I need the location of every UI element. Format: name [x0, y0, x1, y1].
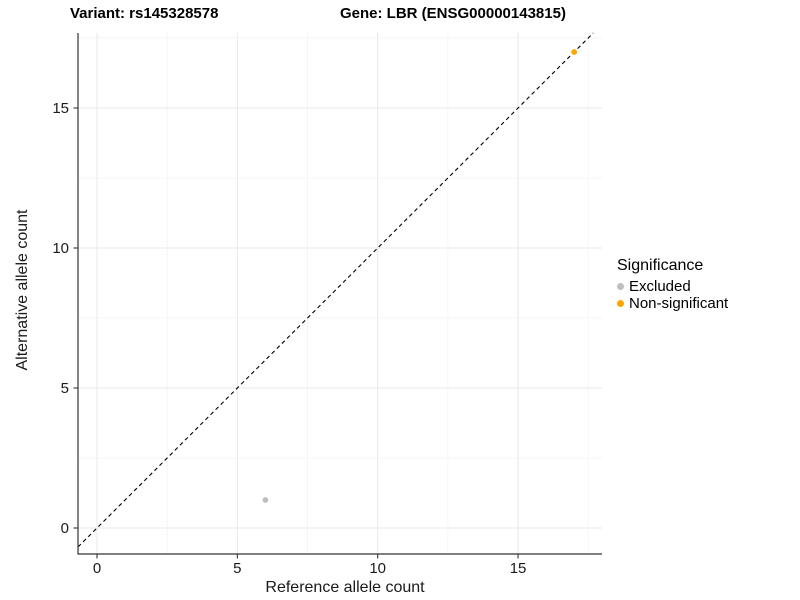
legend-items: Excluded Non-significant — [617, 278, 728, 312]
legend-dot-icon — [617, 283, 624, 290]
legend: Significance Excluded Non-significant — [617, 256, 728, 312]
x-tick-label: 10 — [369, 560, 386, 577]
y-tick-label: 10 — [52, 240, 69, 257]
y-tick-label: 15 — [52, 100, 69, 117]
y-axis-title: Alternative allele count — [14, 209, 31, 371]
data-point-excluded — [262, 497, 269, 503]
data-points — [262, 49, 578, 503]
x-tick-label: 15 — [510, 560, 527, 577]
y-tick-label: 5 — [61, 380, 69, 397]
legend-item-label: Non-significant — [629, 295, 729, 312]
x-tick-label: 5 — [233, 560, 241, 577]
gridlines — [78, 33, 602, 554]
gene-title: Gene: LBR (ENSG00000143815) — [340, 5, 566, 22]
identity-dashed-line — [77, 32, 594, 548]
legend-item-non-significant: Non-significant — [617, 295, 728, 312]
legend-item-excluded: Excluded — [617, 278, 728, 295]
data-point-non-significant — [571, 49, 578, 55]
legend-item-label: Excluded — [629, 278, 691, 295]
legend-dot-icon — [617, 300, 624, 307]
identity-line — [77, 32, 594, 548]
x-axis-title: Reference allele count — [265, 579, 425, 596]
y-tick-label: 0 — [61, 520, 69, 537]
x-tick-label: 0 — [93, 560, 101, 577]
legend-title: Significance — [617, 257, 704, 274]
axes: 0 5 10 15 0 5 10 15 — [52, 33, 602, 577]
variant-title: Variant: rs145328578 — [70, 5, 219, 22]
